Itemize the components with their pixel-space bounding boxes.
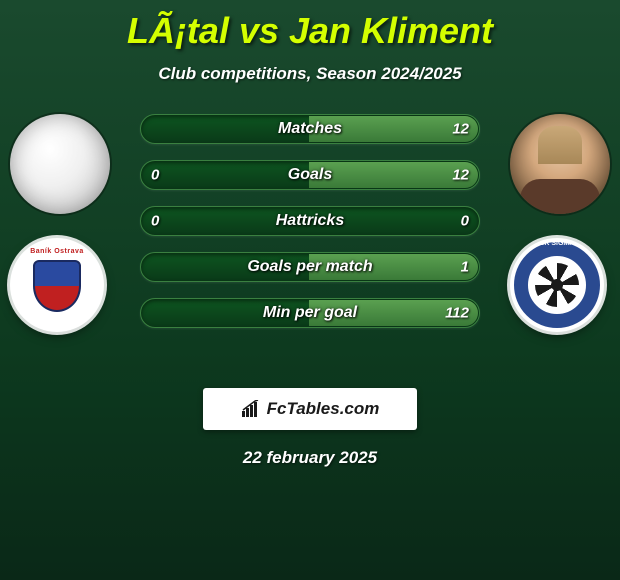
stat-row: Goals per match 1 <box>140 252 480 282</box>
club-badge-left: Baník Ostrava <box>10 238 104 332</box>
player-right-column: SK SIGMA <box>510 114 610 332</box>
stat-label: Goals <box>288 166 332 184</box>
stat-label: Hattricks <box>276 212 344 230</box>
stat-row: 0 Goals 12 <box>140 160 480 190</box>
page-subtitle: Club competitions, Season 2024/2025 <box>0 64 620 84</box>
stat-label: Min per goal <box>263 304 357 322</box>
footer-date: 22 february 2025 <box>0 448 620 468</box>
stat-value-right: 1 <box>461 259 469 276</box>
stat-value-right: 0 <box>461 213 469 230</box>
stat-row: Min per goal 112 <box>140 298 480 328</box>
stat-value-right: 12 <box>452 121 469 138</box>
stat-label: Goals per match <box>247 258 372 276</box>
brand-text: FcTables.com <box>267 399 380 419</box>
player-right-photo <box>510 114 610 214</box>
comparison-panel: Baník Ostrava SK SIGMA Matches 12 0 Goals 12… <box>0 114 620 364</box>
page-title: LÃ¡tal vs Jan Kliment <box>0 0 620 52</box>
stat-value-right: 12 <box>452 167 469 184</box>
stats-list: Matches 12 0 Goals 12 0 Hattricks 0 Goals per ma… <box>140 114 480 344</box>
stat-row: 0 Hattricks 0 <box>140 206 480 236</box>
chart-icon <box>241 400 261 418</box>
brand-badge[interactable]: FcTables.com <box>203 388 417 430</box>
stat-row: Matches 12 <box>140 114 480 144</box>
stat-label: Matches <box>278 120 342 138</box>
stat-value-left: 0 <box>151 167 159 184</box>
player-left-column: Baník Ostrava <box>10 114 110 332</box>
club-badge-left-text: Baník Ostrava <box>22 248 92 255</box>
stat-value-left: 0 <box>151 213 159 230</box>
stat-value-right: 112 <box>445 305 469 322</box>
player-left-photo <box>10 114 110 214</box>
club-badge-right: SK SIGMA <box>510 238 604 332</box>
club-badge-right-text: SK SIGMA <box>510 240 604 247</box>
